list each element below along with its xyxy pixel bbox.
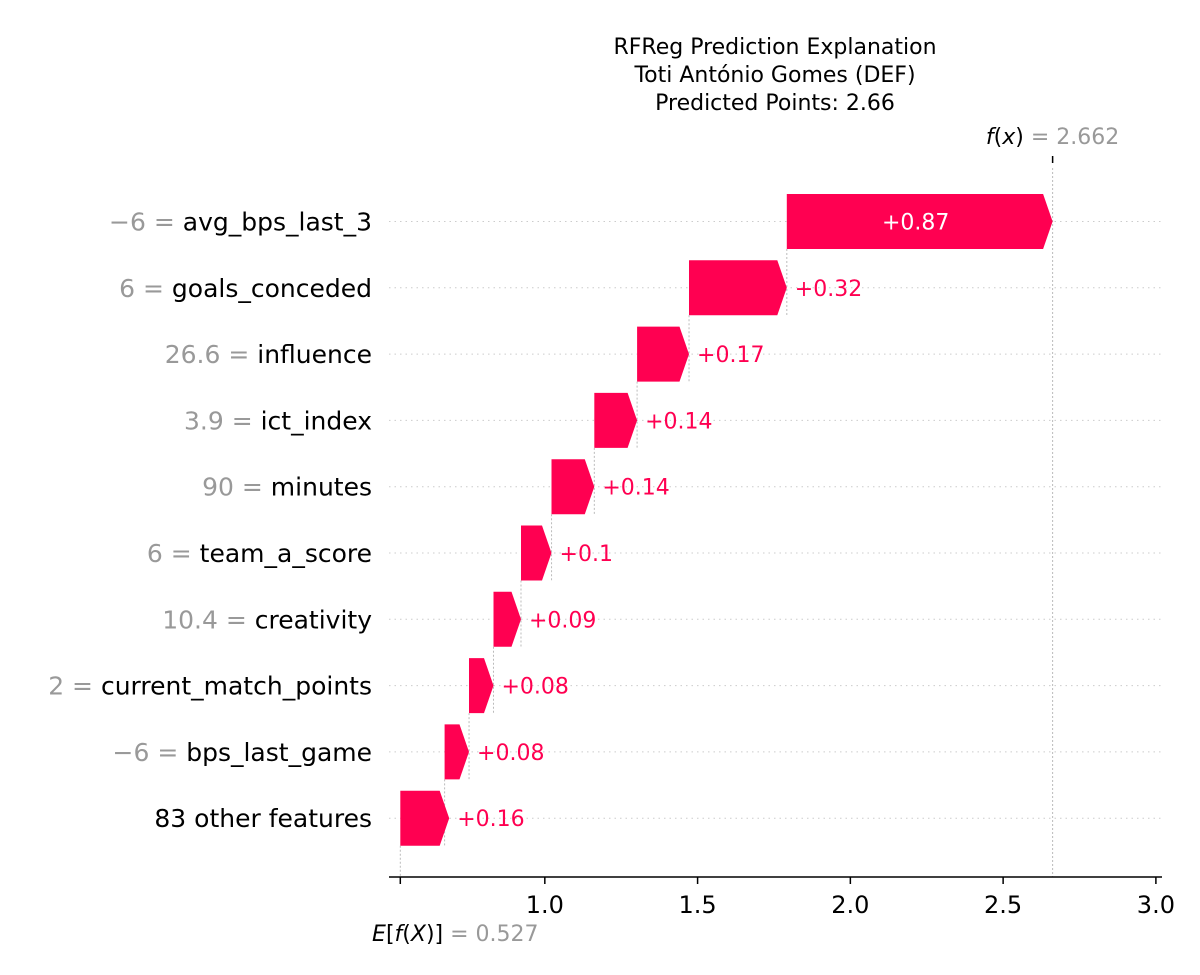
- x-axis: 1.0 1.5 2.0 2.5 3.0: [389, 876, 1175, 919]
- chart-title: RFReg Prediction Explanation Toti António…: [613, 35, 936, 116]
- contribution-bar: [637, 326, 689, 382]
- output-value-text: f(x) = 2.662: [986, 125, 1119, 150]
- feature-labels: −6 = avg_bps_last_3 6 = goals_conceded 26.…: [48, 208, 372, 834]
- feature-label: 26.6 = influence: [165, 340, 372, 369]
- contribution-label: +0.08: [477, 741, 544, 766]
- contribution-bar: [551, 459, 595, 515]
- feature-label: 3.9 = ict_index: [184, 406, 372, 435]
- contribution-label: +0.17: [697, 343, 764, 368]
- feature-label: 90 = minutes: [202, 473, 372, 502]
- x-tick-label: 2.5: [984, 891, 1022, 919]
- title-line-3: Predicted Points: 2.66: [655, 91, 895, 116]
- contribution-bar: [689, 260, 787, 316]
- contribution-bar: [786, 194, 1053, 249]
- x-tick-label: 1.5: [679, 891, 717, 919]
- contribution-label: +0.09: [529, 608, 596, 633]
- contribution-bar: [469, 658, 494, 714]
- x-tick-label: 1.0: [526, 891, 564, 919]
- contribution-label: +0.16: [457, 807, 524, 832]
- contribution-bar: [444, 724, 469, 780]
- contribution-bars: +0.87 +0.32 +0.17 +0.14 +0.14 +0.1 +0.09 +0.08 +…: [400, 194, 1053, 846]
- feature-label: 10.4 = creativity: [162, 605, 372, 634]
- reference-lines: [399, 168, 1054, 877]
- output-value-label: f(x) = 2.662: [986, 125, 1119, 163]
- base-value-text: E[f(X)] = 0.527: [372, 922, 539, 947]
- contribution-bar: [521, 525, 552, 581]
- feature-label: 6 = team_a_score: [147, 539, 372, 568]
- contribution-label: +0.1: [560, 542, 613, 567]
- contribution-label: +0.32: [795, 277, 862, 302]
- contribution-label: +0.14: [602, 476, 669, 501]
- feature-label: 6 = goals_conceded: [119, 274, 372, 303]
- gridlines: [389, 221, 1162, 819]
- contribution-bar: [594, 392, 638, 448]
- feature-label: 83 other features: [154, 804, 372, 833]
- contribution-label: +0.08: [501, 675, 568, 700]
- contribution-label: +0.14: [645, 409, 712, 434]
- x-tick-label: 2.0: [831, 891, 869, 919]
- title-line-1: RFReg Prediction Explanation: [613, 35, 936, 60]
- contribution-label: +0.87: [882, 211, 949, 236]
- title-line-2: Toti António Gomes (DEF): [633, 63, 915, 88]
- feature-label: −6 = avg_bps_last_3: [109, 208, 372, 237]
- base-value-label: E[f(X)] = 0.527: [372, 922, 539, 947]
- feature-label: −6 = bps_last_game: [113, 738, 372, 767]
- x-tick-label: 3.0: [1137, 891, 1175, 919]
- feature-label: 2 = current_match_points: [48, 672, 372, 701]
- contribution-bar: [493, 591, 521, 647]
- contribution-bar: [400, 790, 450, 846]
